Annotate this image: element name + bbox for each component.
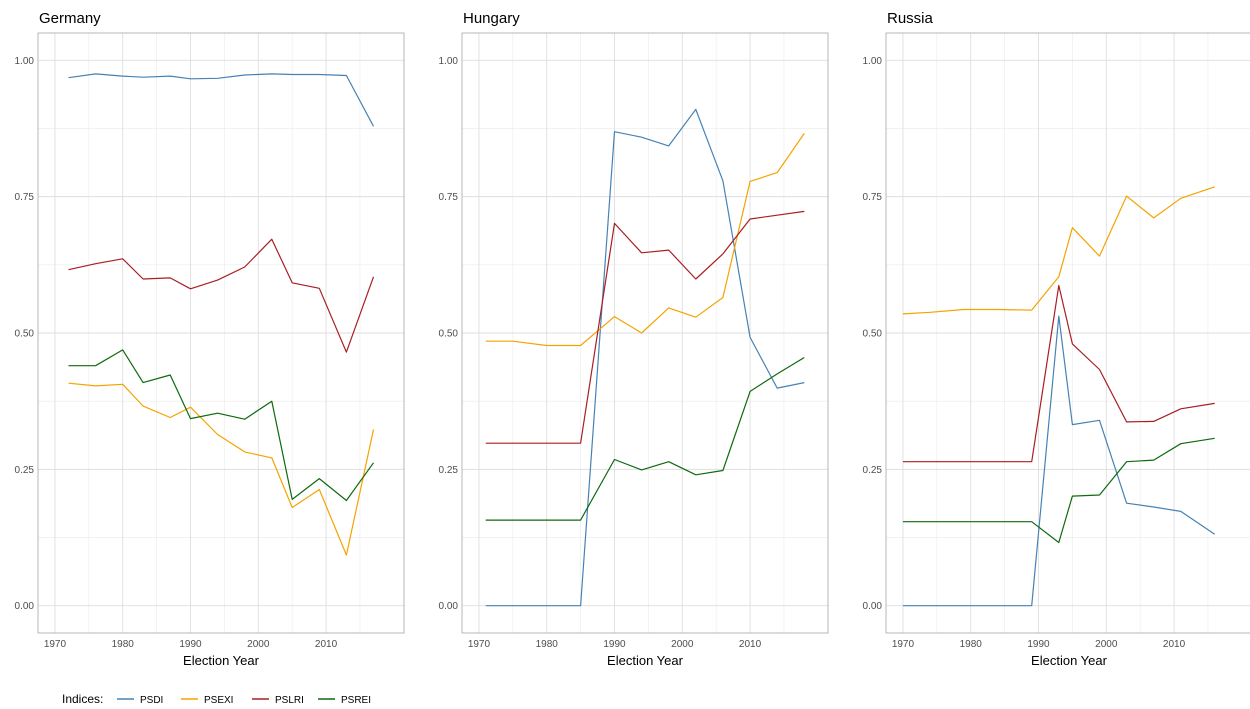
series-line-psdi	[485, 108, 805, 607]
panel-title: Russia	[887, 10, 934, 27]
series-line-psrei	[902, 437, 1215, 544]
y-tick-label: 0.75	[15, 192, 35, 203]
x-tick-label: 1980	[536, 639, 559, 650]
y-tick-label: 1.00	[15, 56, 35, 67]
y-tick-label: 0.25	[863, 465, 883, 476]
x-axis-title: Election Year	[183, 653, 260, 668]
panel-title: Hungary	[463, 10, 520, 27]
legend-title: Indices:	[62, 692, 103, 706]
x-tick-label: 2000	[671, 639, 694, 650]
panel-russia: Russia 0.00 0.25 0.50 0.75 1.00 1970 1980 1990 20…	[863, 10, 1250, 668]
panel-title: Germany	[39, 10, 101, 27]
legend-label-psdi: PSDI	[140, 695, 163, 706]
legend-label-psexi: PSEXI	[204, 695, 233, 706]
series-line-psexi	[68, 382, 375, 556]
x-tick-label: 1970	[892, 639, 915, 650]
legend-label-pslri: PSLRI	[275, 695, 304, 706]
y-tick-label: 0.50	[863, 329, 883, 340]
legend: Indices: PSDI PSEXI PSLRI PSREI	[62, 692, 371, 706]
x-tick-label: 1970	[44, 639, 67, 650]
y-tick-label: 0.00	[15, 601, 35, 612]
x-tick-label: 1990	[603, 639, 626, 650]
series-line-psexi	[485, 133, 805, 347]
x-tick-label: 1970	[468, 639, 491, 650]
x-tick-label: 2000	[247, 639, 270, 650]
series-line-pslri	[485, 210, 805, 444]
panel-border	[461, 32, 829, 634]
x-tick-label: 2000	[1095, 639, 1118, 650]
series-line-pslri	[68, 238, 375, 353]
x-tick-label: 2010	[315, 639, 338, 650]
x-tick-label: 2010	[739, 639, 762, 650]
panel-border	[885, 32, 1250, 634]
y-tick-label: 0.75	[863, 192, 883, 203]
series-line-psdi	[902, 315, 1216, 607]
y-tick-label: 0.25	[439, 465, 459, 476]
panel-germany: Germany 0.00 0.25 0.50 0.75 1.00 1970 1980 1990 2…	[15, 10, 405, 668]
x-axis-title: Election Year	[1031, 653, 1108, 668]
panel-border	[37, 32, 405, 634]
legend-label-psrei: PSREI	[341, 695, 371, 706]
y-tick-label: 1.00	[439, 56, 459, 67]
series-line-pslri	[902, 284, 1215, 463]
y-tick-label: 0.50	[15, 329, 35, 340]
x-axis-title: Election Year	[607, 653, 684, 668]
x-tick-label: 1980	[960, 639, 983, 650]
x-tick-label: 1980	[112, 639, 135, 650]
series-line-psdi	[68, 73, 375, 127]
y-tick-label: 1.00	[863, 56, 883, 67]
x-tick-label: 2010	[1163, 639, 1186, 650]
y-tick-label: 0.50	[439, 329, 459, 340]
panel-hungary: Hungary 0.00 0.25 0.50 0.75 1.00 1970 1980 1990 2…	[439, 10, 829, 668]
y-tick-label: 0.00	[863, 601, 883, 612]
x-tick-label: 1990	[179, 639, 202, 650]
series-line-psexi	[902, 186, 1215, 315]
series-line-psrei	[68, 349, 374, 502]
y-tick-label: 0.75	[439, 192, 459, 203]
y-tick-label: 0.00	[439, 601, 459, 612]
y-tick-label: 0.25	[15, 465, 35, 476]
x-tick-label: 1990	[1027, 639, 1050, 650]
series-line-psrei	[485, 356, 805, 521]
